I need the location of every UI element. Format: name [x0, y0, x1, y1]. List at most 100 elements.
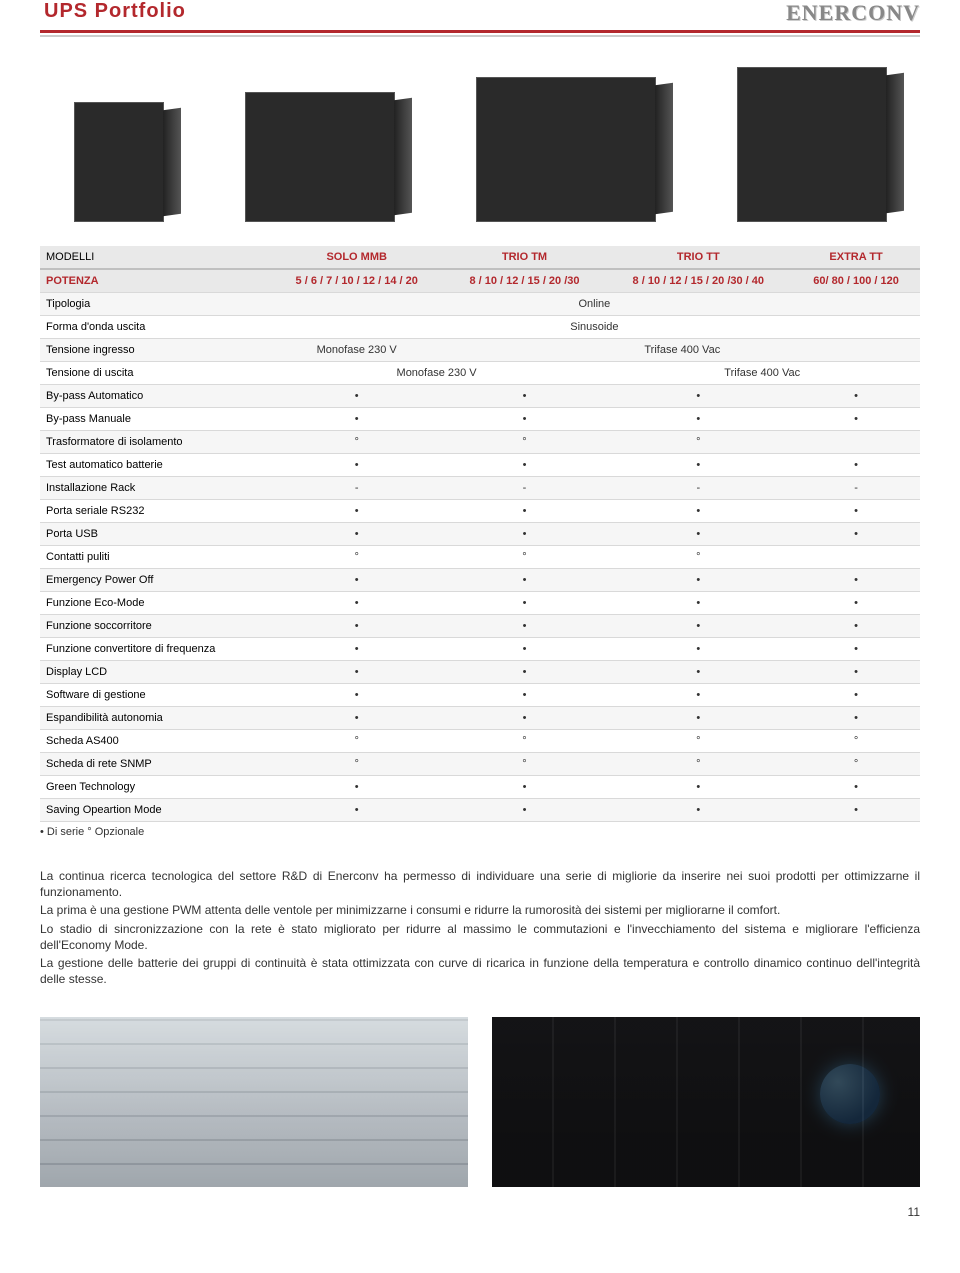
row-label: Display LCD [40, 661, 269, 684]
office-photo [40, 1017, 468, 1187]
row-cell: 8 / 10 / 12 / 15 / 20 /30 / 40 [604, 269, 792, 293]
row-label: Scheda AS400 [40, 730, 269, 753]
row-cell: • [445, 523, 605, 546]
row-cell: • [604, 523, 792, 546]
table-legend: • Di serie ° Opzionale [40, 826, 920, 838]
row-label: Porta USB [40, 523, 269, 546]
row-cell: ° [269, 431, 445, 454]
paragraph: La prima è una gestione PWM attenta dell… [40, 902, 920, 918]
row-cell: ° [445, 546, 605, 569]
product-image [737, 67, 887, 222]
row-label: Funzione convertitore di frequenza [40, 638, 269, 661]
row-cell: • [269, 454, 445, 477]
row-cell: • [445, 661, 605, 684]
product-image [74, 102, 164, 222]
model-col: EXTRA TT [792, 246, 920, 269]
row-cell: • [269, 615, 445, 638]
row-cell: • [269, 707, 445, 730]
row-cell: • [269, 523, 445, 546]
row-cell [792, 546, 920, 569]
row-cell: ° [604, 753, 792, 776]
row-cell: ° [269, 753, 445, 776]
row-label: Installazione Rack [40, 477, 269, 500]
row-cell: • [269, 408, 445, 431]
row-label: Scheda di rete SNMP [40, 753, 269, 776]
row-cell: ° [604, 431, 792, 454]
row-cell: • [604, 592, 792, 615]
row-label: Tipologia [40, 293, 269, 316]
row-cell: • [792, 569, 920, 592]
spec-table: MODELLISOLO MMBTRIO TMTRIO TTEXTRA TT PO… [40, 246, 920, 822]
row-cell: • [445, 408, 605, 431]
row-cell: - [604, 477, 792, 500]
row-cell: ° [792, 753, 920, 776]
row-cell: • [604, 684, 792, 707]
row-cell: • [269, 592, 445, 615]
row-cell: ° [445, 431, 605, 454]
row-cell: • [269, 638, 445, 661]
row-cell: • [604, 661, 792, 684]
table-row: Green Technology•••• [40, 776, 920, 799]
table-row: Emergency Power Off•••• [40, 569, 920, 592]
paragraph: La continua ricerca tecnologica del sett… [40, 868, 920, 900]
row-cell: Sinusoide [269, 316, 920, 339]
row-label: Test automatico batterie [40, 454, 269, 477]
row-label: POTENZA [40, 269, 269, 293]
row-cell: • [604, 707, 792, 730]
table-row: Espandibilità autonomia•••• [40, 707, 920, 730]
table-row: POTENZA5 / 6 / 7 / 10 / 12 / 14 / 208 / … [40, 269, 920, 293]
row-cell: • [792, 385, 920, 408]
row-label: Trasformatore di isolamento [40, 431, 269, 454]
row-cell: 8 / 10 / 12 / 15 / 20 /30 [445, 269, 605, 293]
row-cell: • [269, 799, 445, 822]
model-col: SOLO MMB [269, 246, 445, 269]
row-cell: - [445, 477, 605, 500]
row-cell: • [792, 661, 920, 684]
table-row: Funzione soccorritore•••• [40, 615, 920, 638]
brand-text: ENERCONV [786, 0, 920, 26]
table-row: Software di gestione•••• [40, 684, 920, 707]
row-cell: Monofase 230 V [269, 362, 605, 385]
row-cell: • [604, 408, 792, 431]
table-row: Display LCD•••• [40, 661, 920, 684]
row-label: Emergency Power Off [40, 569, 269, 592]
row-cell: • [604, 385, 792, 408]
row-cell: - [269, 477, 445, 500]
row-label: Software di gestione [40, 684, 269, 707]
row-label: Tensione ingresso [40, 339, 269, 362]
table-row: TipologiaOnline [40, 293, 920, 316]
row-cell: • [445, 454, 605, 477]
row-cell: • [269, 500, 445, 523]
model-col: TRIO TM [445, 246, 605, 269]
product-image [245, 92, 395, 222]
row-cell: • [604, 500, 792, 523]
row-cell [792, 431, 920, 454]
paragraph: La gestione delle batterie dei gruppi di… [40, 955, 920, 987]
row-cell: ° [445, 753, 605, 776]
row-cell: • [604, 799, 792, 822]
table-row: Forma d'onda uscitaSinusoide [40, 316, 920, 339]
row-cell: • [792, 684, 920, 707]
paragraph: Lo stadio di sincronizzazione con la ret… [40, 921, 920, 953]
row-cell: ° [604, 546, 792, 569]
model-col: TRIO TT [604, 246, 792, 269]
row-cell: • [269, 684, 445, 707]
row-cell: • [792, 638, 920, 661]
table-row: Tensione di uscitaMonofase 230 VTrifase … [40, 362, 920, 385]
row-cell: • [792, 454, 920, 477]
table-row: Porta USB•••• [40, 523, 920, 546]
table-row: Contatti puliti°°° [40, 546, 920, 569]
table-row: By-pass Manuale•••• [40, 408, 920, 431]
row-label: Funzione Eco-Mode [40, 592, 269, 615]
row-cell: - [792, 477, 920, 500]
row-cell: ° [604, 730, 792, 753]
row-cell: Online [269, 293, 920, 316]
page-number: 11 [40, 1205, 920, 1219]
row-cell: Monofase 230 V [269, 339, 445, 362]
row-cell: ° [445, 730, 605, 753]
table-row: Porta seriale RS232•••• [40, 500, 920, 523]
row-cell: • [604, 776, 792, 799]
row-cell: • [604, 638, 792, 661]
brand-logo: ENERCONV [786, 0, 920, 26]
row-cell: • [792, 615, 920, 638]
